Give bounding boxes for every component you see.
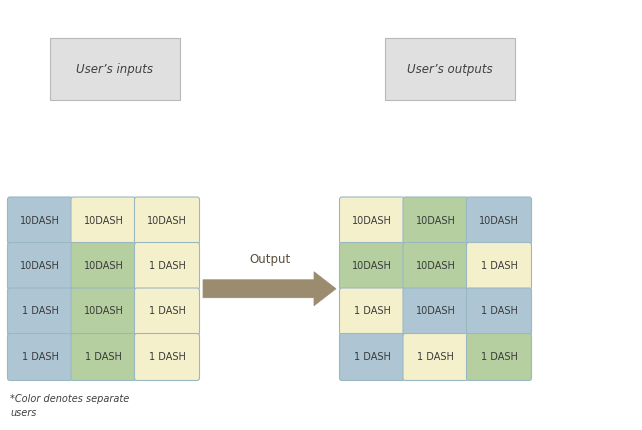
FancyBboxPatch shape (135, 243, 200, 289)
Text: 1 DASH: 1 DASH (481, 307, 517, 316)
FancyBboxPatch shape (8, 334, 73, 381)
Text: 10DASH: 10DASH (20, 215, 60, 225)
FancyBboxPatch shape (71, 334, 136, 381)
Text: 1 DASH: 1 DASH (148, 352, 186, 362)
FancyBboxPatch shape (340, 197, 404, 244)
Text: 1 DASH: 1 DASH (481, 261, 517, 271)
Text: 1 DASH: 1 DASH (148, 261, 186, 271)
Text: *Color denotes separate
users: *Color denotes separate users (10, 394, 129, 418)
FancyBboxPatch shape (71, 197, 136, 244)
FancyBboxPatch shape (403, 334, 468, 381)
FancyBboxPatch shape (71, 243, 136, 289)
Text: 10DASH: 10DASH (479, 215, 519, 225)
Text: 10DASH: 10DASH (415, 261, 455, 271)
Text: 1 DASH: 1 DASH (481, 352, 517, 362)
Text: 10DASH: 10DASH (147, 215, 187, 225)
FancyBboxPatch shape (340, 243, 404, 289)
FancyBboxPatch shape (403, 197, 468, 244)
Text: 10DASH: 10DASH (20, 261, 60, 271)
FancyBboxPatch shape (8, 288, 73, 335)
FancyBboxPatch shape (467, 243, 532, 289)
FancyBboxPatch shape (8, 197, 73, 244)
FancyBboxPatch shape (403, 243, 468, 289)
Text: 10DASH: 10DASH (83, 215, 123, 225)
FancyBboxPatch shape (467, 288, 532, 335)
Text: 1 DASH: 1 DASH (148, 307, 186, 316)
Text: 10DASH: 10DASH (415, 307, 455, 316)
Polygon shape (203, 272, 336, 306)
FancyBboxPatch shape (50, 38, 180, 100)
FancyBboxPatch shape (467, 197, 532, 244)
Text: 10DASH: 10DASH (352, 215, 392, 225)
Text: 1 DASH: 1 DASH (417, 352, 454, 362)
FancyBboxPatch shape (135, 288, 200, 335)
FancyBboxPatch shape (403, 288, 468, 335)
FancyBboxPatch shape (8, 243, 73, 289)
FancyBboxPatch shape (71, 288, 136, 335)
Text: 1 DASH: 1 DASH (22, 352, 58, 362)
Text: 1 DASH: 1 DASH (354, 352, 390, 362)
Text: User’s outputs: User’s outputs (407, 62, 493, 76)
Text: 1 DASH: 1 DASH (354, 307, 390, 316)
Text: 10DASH: 10DASH (83, 307, 123, 316)
Text: 10DASH: 10DASH (352, 261, 392, 271)
Text: Output: Output (249, 253, 290, 266)
FancyBboxPatch shape (385, 38, 515, 100)
Text: 10DASH: 10DASH (83, 261, 123, 271)
Text: 1 DASH: 1 DASH (85, 352, 122, 362)
FancyBboxPatch shape (135, 197, 200, 244)
Text: User’s inputs: User’s inputs (76, 62, 153, 76)
FancyBboxPatch shape (135, 334, 200, 381)
Text: 10DASH: 10DASH (415, 215, 455, 225)
Text: 1 DASH: 1 DASH (22, 307, 58, 316)
FancyBboxPatch shape (340, 288, 404, 335)
FancyBboxPatch shape (467, 334, 532, 381)
FancyBboxPatch shape (340, 334, 404, 381)
